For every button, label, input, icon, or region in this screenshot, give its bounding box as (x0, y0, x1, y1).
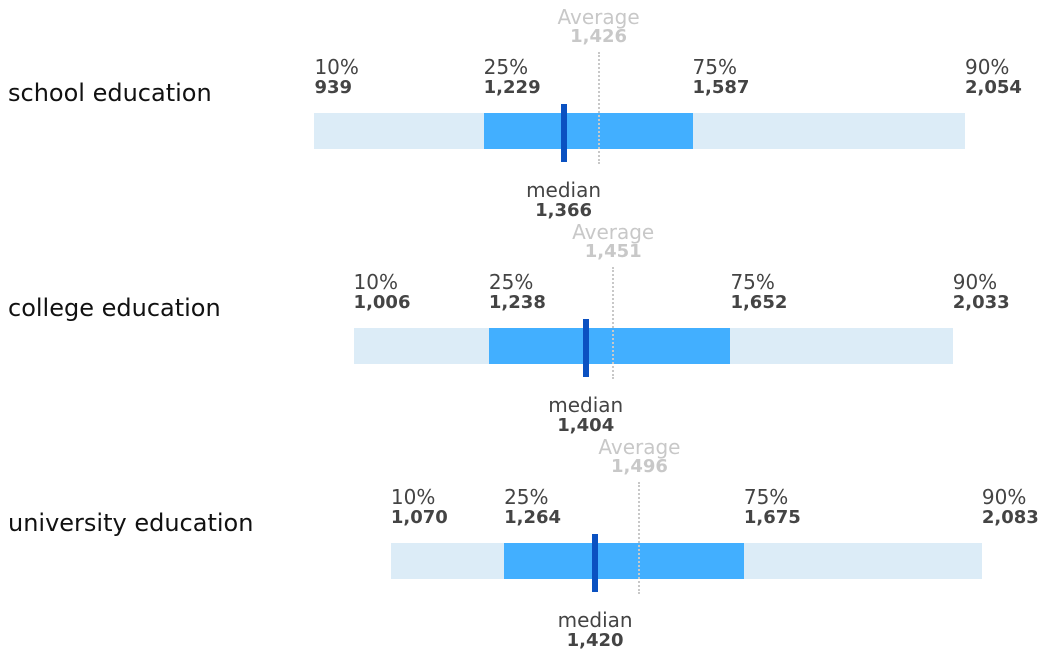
band-p25-p75 (504, 543, 744, 579)
label-p10: 10% 939 (314, 56, 358, 98)
label-p90-value: 2,083 (981, 507, 1039, 528)
label-p10-caption: 10% (390, 485, 436, 509)
label-average-caption: Average (572, 220, 655, 244)
label-p10-value: 1,070 (390, 507, 448, 528)
label-median: median 1,366 (494, 179, 634, 221)
label-p25-caption: 25% (504, 485, 549, 509)
label-median-value: 1,404 (557, 415, 615, 436)
label-p90-caption: 90% (981, 485, 1027, 509)
label-median-caption: median (557, 608, 633, 632)
label-p10-value: 1,006 (353, 292, 411, 313)
label-p25-value: 1,238 (488, 292, 546, 313)
median-marker (582, 319, 589, 377)
band-p25-p75 (488, 328, 731, 364)
label-p25: 25% 1,229 (484, 56, 541, 98)
label-average-caption: Average (557, 5, 640, 29)
label-p75: 75% 1,587 (693, 56, 750, 98)
label-p90-caption: 90% (964, 55, 1010, 79)
label-p75-caption: 75% (743, 485, 789, 509)
label-p10-caption: 10% (314, 55, 359, 79)
label-p25: 25% 1,238 (489, 271, 546, 313)
average-line (597, 52, 600, 164)
band-p25-p75 (483, 113, 693, 149)
label-p10-caption: 10% (353, 270, 398, 294)
label-p90-caption: 90% (952, 270, 998, 294)
label-average-value: 1,451 (584, 241, 642, 262)
label-median-caption: median (548, 393, 624, 417)
label-p75: 75% 1,652 (730, 271, 787, 313)
label-p75-caption: 75% (692, 55, 737, 79)
label-p25-caption: 25% (488, 270, 534, 294)
label-average: Average 1,426 (529, 7, 669, 47)
label-p10: 10% 1,070 (391, 486, 448, 528)
median-marker (592, 534, 599, 592)
label-p75: 75% 1,675 (744, 486, 801, 528)
label-p75-value: 1,652 (730, 292, 788, 313)
label-p25-caption: 25% (483, 55, 529, 79)
label-p25-value: 1,229 (483, 77, 541, 98)
label-median-value: 1,366 (535, 200, 593, 221)
average-line (638, 482, 641, 594)
label-p90: 90% 2,054 (965, 56, 1022, 98)
chart-row-3: university education 10% 1,070 25% 1,264 75% 1… (0, 430, 1056, 651)
label-median: median 1,420 (525, 609, 665, 651)
label-p90-value: 2,033 (952, 292, 1010, 313)
label-average: Average 1,451 (543, 222, 683, 262)
label-p75-caption: 75% (730, 270, 775, 294)
label-p75-value: 1,587 (692, 77, 750, 98)
chart-row-1: school education 10% 939 25% 1,229 75% 1,587 90… (0, 0, 1056, 221)
label-average-value: 1,496 (610, 456, 668, 477)
label-p25-value: 1,264 (504, 507, 562, 528)
label-median-caption: median (526, 178, 602, 202)
label-p10-value: 939 (314, 77, 353, 98)
average-line (612, 267, 615, 379)
label-p75-value: 1,675 (743, 507, 801, 528)
label-median-value: 1,420 (566, 630, 624, 651)
chart-row-2: college education 10% 1,006 25% 1,238 75% 1,65… (0, 215, 1056, 436)
label-p90: 90% 2,033 (953, 271, 1010, 313)
label-average-caption: Average (598, 435, 681, 459)
row-label: school education (8, 79, 212, 107)
row-label: college education (8, 294, 221, 322)
label-p90: 90% 2,083 (982, 486, 1039, 528)
row-label: university education (8, 509, 254, 537)
label-p90-value: 2,054 (964, 77, 1022, 98)
label-p10: 10% 1,006 (354, 271, 411, 313)
median-marker (560, 104, 567, 162)
label-p25: 25% 1,264 (504, 486, 561, 528)
label-average: Average 1,496 (569, 437, 709, 477)
label-average-value: 1,426 (570, 26, 628, 47)
label-median: median 1,404 (516, 394, 656, 436)
